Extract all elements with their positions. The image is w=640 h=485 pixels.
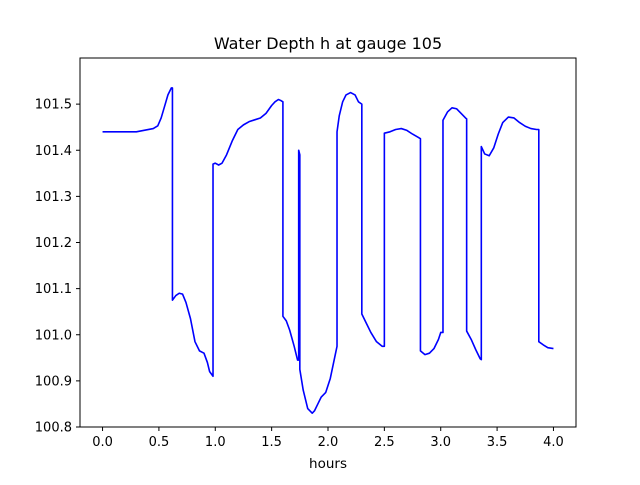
y-tick-label: 100.8 (35, 421, 72, 436)
y-tick-label: 101.1 (35, 282, 72, 297)
y-tick-label: 101.3 (35, 190, 72, 205)
series-line-0 (102, 87, 554, 414)
x-tick-label: 4.0 (543, 435, 564, 450)
x-tick-label: 1.5 (261, 435, 282, 450)
y-tick-label: 100.9 (35, 374, 72, 389)
x-tick-label: 0.0 (92, 435, 113, 450)
y-tick-label: 101.0 (35, 328, 72, 343)
x-tick-label: 3.0 (430, 435, 451, 450)
x-tick-label: 2.0 (318, 435, 339, 450)
y-tick-label: 101.2 (35, 236, 72, 251)
axes: 0.0 0.5 1.0 1.5 2.0 2.5 3.0 3.5 4.0 100.8 100.9 101… (35, 57, 577, 450)
plot-frame (79, 57, 577, 428)
x-tick-label: 1.0 (205, 435, 226, 450)
y-tick-label: 101.4 (35, 144, 72, 159)
y-tick-label: 101.5 (35, 98, 72, 113)
x-tick-label: 3.5 (487, 435, 508, 450)
x-axis-label: hours (309, 456, 347, 472)
plot-area (102, 87, 554, 414)
x-tick-label: 2.5 (374, 435, 395, 450)
chart-title: Water Depth h at gauge 105 (214, 34, 442, 53)
x-tick-label: 0.5 (149, 435, 170, 450)
